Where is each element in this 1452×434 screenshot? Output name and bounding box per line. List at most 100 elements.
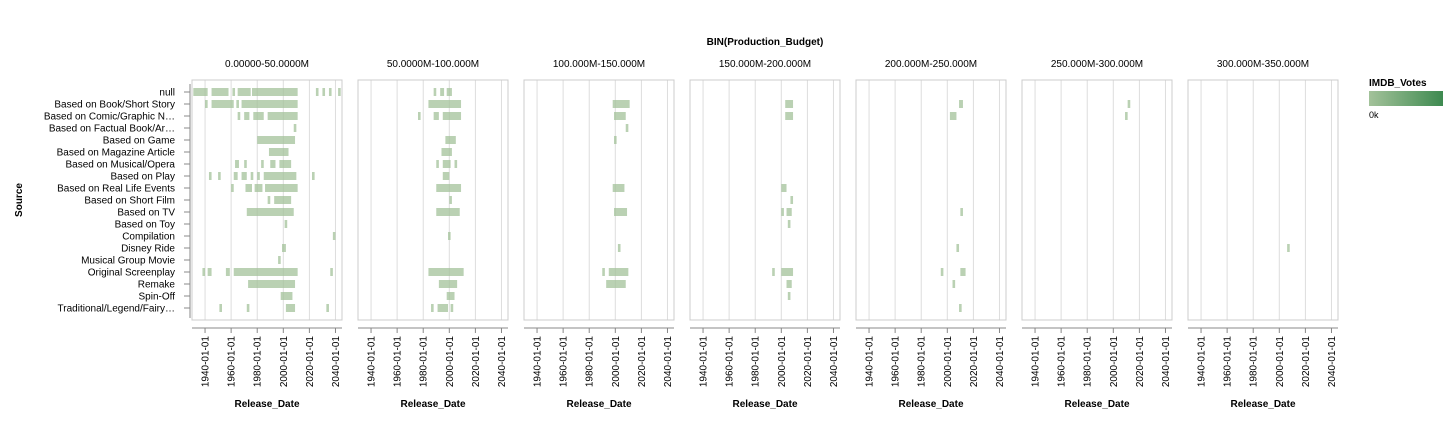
y-tick-label: Based on Short Film <box>84 196 175 207</box>
heat-cell <box>1127 100 1131 108</box>
facet-title: 50.0000M-100.000M <box>387 59 479 70</box>
heat-cell <box>274 196 292 204</box>
x-tick-label: 2000-01-01 <box>279 336 290 388</box>
legend-min-label: 0k <box>1369 110 1379 120</box>
y-tick-label: Remake <box>138 280 176 291</box>
x-axis-title: Release_Date <box>566 399 631 410</box>
heat-cell <box>785 100 794 108</box>
facet-panels: 0.00000-50.0000M 1940-01-01 1960-01-01 1980… <box>191 59 1339 410</box>
x-axis-title: Release_Date <box>234 399 299 410</box>
heat-cell <box>431 304 434 312</box>
heat-cell <box>606 280 626 288</box>
panel-frame <box>855 79 1007 321</box>
y-tick-label: Based on Book/Short Story <box>54 100 175 111</box>
heat-cell <box>219 304 222 312</box>
x-tick-label: 2040-01-01 <box>331 336 342 388</box>
heat-cell <box>436 160 439 168</box>
heat-cell <box>322 88 326 96</box>
panel-frame <box>689 79 841 321</box>
x-tick-label: 1960-01-01 <box>891 336 902 388</box>
heat-cell <box>781 208 784 216</box>
heat-cell <box>433 88 437 96</box>
x-tick-label: 1980-01-01 <box>917 336 928 388</box>
heat-cell <box>433 112 439 120</box>
x-tick-label: 1980-01-01 <box>585 336 596 388</box>
heat-cell <box>612 184 625 192</box>
heat-cell <box>436 208 460 216</box>
facet-title: 100.000M-150.000M <box>553 59 645 70</box>
heat-cell <box>338 88 341 96</box>
heat-cell <box>261 160 264 168</box>
x-axis-title: Release_Date <box>898 399 963 410</box>
heat-cell <box>245 184 252 192</box>
y-tick-label: Based on Factual Book/Ar… <box>49 124 175 135</box>
x-tick-label: 2020-01-01 <box>305 336 316 388</box>
x-tick-label: 1940-01-01 <box>1197 336 1208 388</box>
heat-cell <box>442 112 462 120</box>
cells <box>1125 100 1131 120</box>
x-tick-label: 2040-01-01 <box>995 336 1006 388</box>
x-axis-title: Release_Date <box>400 399 465 410</box>
heat-cell <box>952 280 956 288</box>
heat-cell <box>959 304 962 312</box>
heat-cell <box>602 268 605 276</box>
heat-cell <box>252 88 298 96</box>
heat-cell <box>332 232 336 240</box>
x-tick-label: 2020-01-01 <box>1301 336 1312 388</box>
x-tick-label: 1980-01-01 <box>419 336 430 388</box>
heat-cell <box>282 244 286 252</box>
heat-cell <box>330 268 333 276</box>
x-tick-label: 2020-01-01 <box>969 336 980 388</box>
heat-cell <box>450 304 454 312</box>
heat-cell <box>612 100 630 108</box>
x-tick-label: 1960-01-01 <box>1223 336 1234 388</box>
cells <box>940 100 966 312</box>
y-tick-label: Disney Ride <box>121 244 175 255</box>
x-tick-label: 1960-01-01 <box>559 336 570 388</box>
y-tick-label: null <box>159 88 175 99</box>
x-tick-label: 2000-01-01 <box>777 336 788 388</box>
x-tick-label: 1940-01-01 <box>201 336 212 388</box>
y-tick-label: Spin-Off <box>139 292 176 303</box>
heat-cell <box>278 256 281 264</box>
x-tick-label: 2000-01-01 <box>611 336 622 388</box>
facet-panel: 0.00000-50.0000M 1940-01-01 1960-01-01 1980… <box>191 59 343 410</box>
heat-cell <box>267 112 298 120</box>
heat-cell <box>267 196 271 204</box>
heat-cell <box>244 160 247 168</box>
y-tick-label: Based on Real Life Events <box>57 184 175 195</box>
x-tick-label: 2000-01-01 <box>943 336 954 388</box>
panel-frame <box>357 79 509 321</box>
heat-cell <box>960 208 963 216</box>
heat-cell <box>211 88 229 96</box>
x-tick-label: 1940-01-01 <box>865 336 876 388</box>
y-tick-label: Compilation <box>122 232 175 243</box>
heat-cell <box>772 268 775 276</box>
heat-cell <box>608 268 629 276</box>
y-axis-title: Source <box>14 183 25 217</box>
heat-cell <box>448 232 451 240</box>
heat-cell <box>441 148 452 156</box>
cells <box>418 88 464 312</box>
heat-cell <box>208 172 212 180</box>
x-tick-label: 2040-01-01 <box>497 336 508 388</box>
y-tick-label: Based on Play <box>111 172 176 183</box>
y-tick-label: Based on Comic/Graphic N… <box>44 112 175 123</box>
x-tick-label: 2020-01-01 <box>803 336 814 388</box>
y-tick-label: Based on Magazine Article <box>57 148 176 159</box>
heat-cell <box>236 100 239 108</box>
heat-cell <box>202 268 206 276</box>
heat-cell <box>614 136 617 144</box>
y-tick-label: Traditional/Legend/Fairy… <box>58 304 175 315</box>
heat-cell <box>233 268 298 276</box>
cells <box>193 88 341 312</box>
heat-cell <box>193 88 208 96</box>
x-tick-label: 1940-01-01 <box>699 336 710 388</box>
x-tick-label: 1960-01-01 <box>393 336 404 388</box>
heat-cell <box>445 136 456 144</box>
heat-cell <box>279 160 292 168</box>
x-tick-label: 2040-01-01 <box>1327 336 1338 388</box>
heat-cell <box>787 220 791 228</box>
heat-cell <box>446 88 452 96</box>
